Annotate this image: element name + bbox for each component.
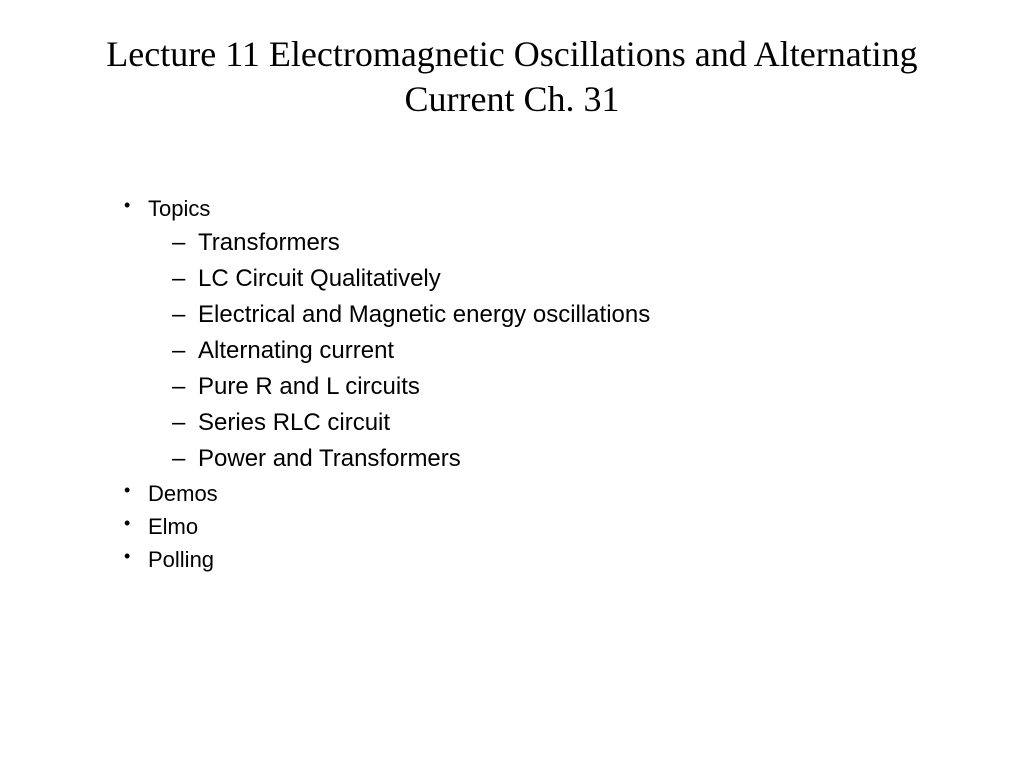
bullet-elmo: Elmo [120,510,1024,543]
sub-bullet: Electrical and Magnetic energy oscillati… [170,297,1024,333]
sub-bullet: Pure R and L circuits [170,369,1024,405]
sub-bullet-label: Electrical and Magnetic energy oscillati… [198,301,650,328]
slide-container: Lecture 11 Electromagnetic Oscillations … [0,0,1024,768]
sub-bullet-label: Series RLC circuit [198,409,390,436]
slide-title: Lecture 11 Electromagnetic Oscillations … [0,32,1024,122]
bullet-label: Demos [148,481,218,506]
bullet-label: Elmo [148,514,198,539]
sub-bullet: LC Circuit Qualitatively [170,261,1024,297]
sub-bullet-label: LC Circuit Qualitatively [198,265,441,292]
sub-bullet: Power and Transformers [170,441,1024,477]
bullet-polling: Polling [120,543,1024,576]
bullet-demos: Demos [120,477,1024,510]
bullet-label: Polling [148,547,214,572]
sub-bullet-label: Power and Transformers [198,445,461,472]
sub-bullet: Alternating current [170,333,1024,369]
bullet-list-level1: Topics Transformers LC Circuit Qualitati… [120,192,1024,576]
sub-bullet-label: Transformers [198,229,340,256]
bullet-topics: Topics Transformers LC Circuit Qualitati… [120,192,1024,477]
bullet-label: Topics [148,196,210,221]
sub-bullet: Series RLC circuit [170,405,1024,441]
sub-bullet-label: Pure R and L circuits [198,373,420,400]
sub-bullet: Transformers [170,225,1024,261]
bullet-list-level2: Transformers LC Circuit Qualitatively El… [170,225,1024,477]
sub-bullet-label: Alternating current [198,337,394,364]
slide-content: Topics Transformers LC Circuit Qualitati… [0,192,1024,576]
